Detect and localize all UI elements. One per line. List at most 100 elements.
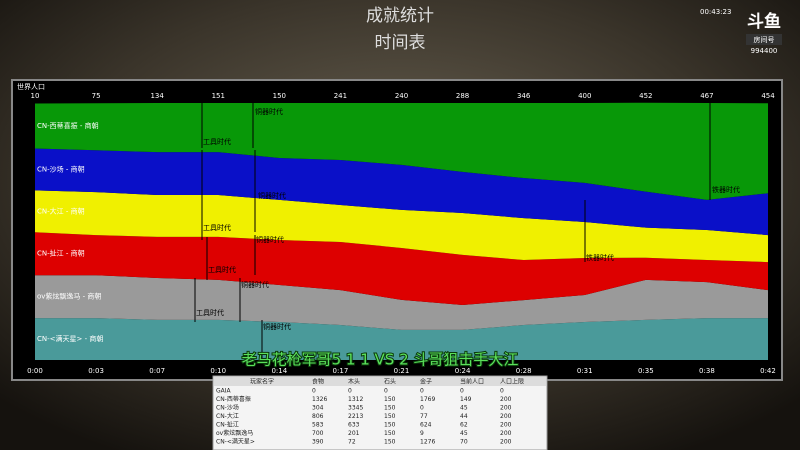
population-label: 150 bbox=[273, 92, 286, 100]
title: 成就统计 bbox=[366, 6, 434, 26]
table-cell: GAIA bbox=[216, 388, 232, 395]
population-label: 134 bbox=[150, 92, 164, 100]
table-cell: 150 bbox=[384, 422, 396, 429]
table-cell: 45 bbox=[460, 430, 468, 437]
stats-table bbox=[212, 375, 548, 450]
annotation: 铜器时代 bbox=[258, 191, 286, 200]
population-label: 241 bbox=[334, 92, 347, 100]
population-label: 151 bbox=[212, 92, 225, 100]
room-label: 房间号 bbox=[754, 35, 775, 44]
table-cell: ov紫炫飘逸马 bbox=[216, 429, 253, 437]
x-tick-label: 0:03 bbox=[88, 367, 104, 375]
table-cell: 3345 bbox=[348, 405, 363, 412]
table-cell: 0 bbox=[312, 388, 316, 395]
table-cell: CN-沙场 bbox=[216, 404, 239, 412]
table-cell: 0 bbox=[460, 388, 464, 395]
x-tick-label: 0:00 bbox=[27, 367, 43, 375]
annotation: 铜器时代 bbox=[256, 235, 284, 244]
band-label: CN-<满天星> - 商朝 bbox=[37, 334, 103, 343]
x-tick-label: 0:17 bbox=[333, 367, 349, 375]
x-tick-label: 0:10 bbox=[210, 367, 226, 375]
annotation: 铜器时代 bbox=[241, 280, 269, 289]
table-cell: 1326 bbox=[312, 396, 327, 403]
table-cell: 77 bbox=[420, 413, 428, 420]
area-band bbox=[35, 318, 768, 360]
x-tick-label: 0:24 bbox=[455, 367, 471, 375]
x-tick-label: 0:07 bbox=[149, 367, 165, 375]
table-cell: 200 bbox=[500, 405, 512, 412]
plot: CN-西蒂喜振 - 商朝 CN-沙场 - 商朝 CN-大江 - 商朝 CN-扯江 - … bbox=[35, 102, 768, 360]
band-label: CN-扯江 - 商朝 bbox=[37, 249, 85, 258]
area-band bbox=[35, 102, 768, 200]
table-cell: 0 bbox=[420, 388, 424, 395]
table-cell: 0 bbox=[500, 388, 504, 395]
clock: 00:43:23 bbox=[700, 8, 731, 16]
annotation: 铜器时代 bbox=[263, 322, 291, 331]
table-cell: 150 bbox=[384, 396, 396, 403]
annotation: 工具时代 bbox=[203, 137, 231, 146]
age-lines bbox=[194, 103, 711, 360]
population-label: 288 bbox=[456, 92, 469, 100]
table-cell: 44 bbox=[460, 413, 468, 420]
table-cell: 390 bbox=[312, 439, 324, 446]
annotation: 铁器时代 bbox=[712, 185, 740, 194]
table-header: 食物 bbox=[312, 378, 324, 386]
table-cell: 150 bbox=[384, 430, 396, 437]
stream-caption: 老马花枪军哥5 1 1 VS 2 斗哥狙击手大江 bbox=[242, 351, 519, 369]
x-tick-label: 0:31 bbox=[577, 367, 593, 375]
population-label: 467 bbox=[700, 92, 713, 100]
table-cell: 9 bbox=[420, 430, 424, 437]
annotation: 铁器时代 bbox=[586, 253, 614, 262]
table-cell: 72 bbox=[348, 439, 356, 446]
chart-title: 世界人口 bbox=[17, 82, 45, 91]
table-cell: 45 bbox=[460, 405, 468, 412]
population-label: 10 bbox=[31, 92, 40, 100]
table-cell: 1312 bbox=[348, 396, 363, 403]
table-cell: 200 bbox=[500, 422, 512, 429]
table-cell: 806 bbox=[312, 413, 324, 420]
table-header: 人口上限 bbox=[500, 378, 524, 386]
table-body: 玩家名字 食物 木头 石头 金子 当前人口 人口上限 GAIA 0 0 0 0 0 0 CN-西蒂喜振 132… bbox=[214, 377, 546, 446]
table-cell: 304 bbox=[312, 405, 324, 412]
table-cell: 70 bbox=[460, 439, 468, 446]
band-label: CN-西蒂喜振 - 商朝 bbox=[37, 121, 99, 130]
table-cell: 200 bbox=[500, 396, 512, 403]
x-tick-label: 0:38 bbox=[699, 367, 715, 375]
table-header: 金子 bbox=[420, 378, 432, 386]
table-header: 木头 bbox=[348, 378, 360, 386]
x-tick-label: 0:28 bbox=[516, 367, 532, 375]
subtitle: 时间表 bbox=[375, 33, 426, 53]
x-tick-label: 0:42 bbox=[760, 367, 776, 375]
annotation: 工具时代 bbox=[203, 223, 231, 232]
table-cell: 200 bbox=[500, 413, 512, 420]
table-cell: 62 bbox=[460, 422, 468, 429]
band-label: CN-大江 - 商朝 bbox=[37, 206, 85, 215]
population-label: 452 bbox=[639, 92, 652, 100]
table-cell: 0 bbox=[348, 388, 352, 395]
table-cell: CN-西蒂喜振 bbox=[216, 395, 251, 403]
table-cell: 2213 bbox=[348, 413, 363, 420]
table-cell: CN-扯江 bbox=[216, 421, 239, 429]
table-cell: 0 bbox=[384, 388, 388, 395]
area-band bbox=[35, 232, 768, 306]
x-tick-label: 0:35 bbox=[638, 367, 654, 375]
table-cell: 150 bbox=[384, 439, 396, 446]
population-label: 454 bbox=[761, 92, 775, 100]
table-cell: 1769 bbox=[420, 396, 435, 403]
age-annotations: 铜器时代 工具时代 铁器时代 铜器时代 工具时代 铜器时代 铁器时代 工具时代 … bbox=[196, 107, 740, 331]
annotation: 工具时代 bbox=[196, 308, 224, 317]
band-label: ov紫炫飘逸马 - 商朝 bbox=[37, 292, 101, 301]
room-id: 994400 bbox=[751, 47, 778, 55]
x-tick-label: 0:14 bbox=[271, 367, 287, 375]
table-cell: 200 bbox=[500, 430, 512, 437]
table-cell: 150 bbox=[384, 405, 396, 412]
population-label: 240 bbox=[395, 92, 408, 100]
room-label-box bbox=[746, 34, 782, 45]
table-header: 石头 bbox=[384, 378, 396, 386]
annotation: 铜器时代 bbox=[255, 107, 283, 116]
band-label: CN-沙场 - 商朝 bbox=[37, 164, 85, 173]
table-header: 当前人口 bbox=[460, 378, 484, 386]
x-tick-label: 0:21 bbox=[394, 367, 410, 375]
